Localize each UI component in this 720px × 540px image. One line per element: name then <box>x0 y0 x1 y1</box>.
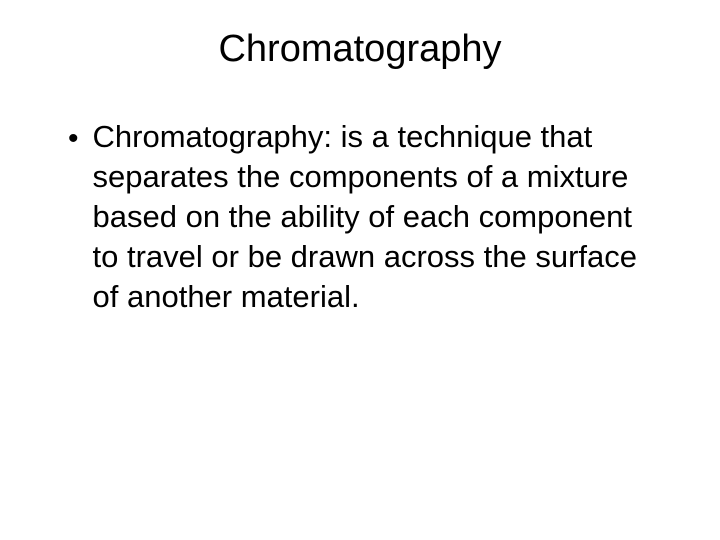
bullet-item: • Chromatography: is a technique that se… <box>68 117 672 317</box>
bullet-marker: • <box>68 119 79 159</box>
slide: Chromatography • Chromatography: is a te… <box>0 0 720 540</box>
slide-body: • Chromatography: is a technique that se… <box>48 117 672 317</box>
slide-title: Chromatography <box>48 28 672 71</box>
bullet-text: Chromatography: is a technique that sepa… <box>93 117 653 317</box>
